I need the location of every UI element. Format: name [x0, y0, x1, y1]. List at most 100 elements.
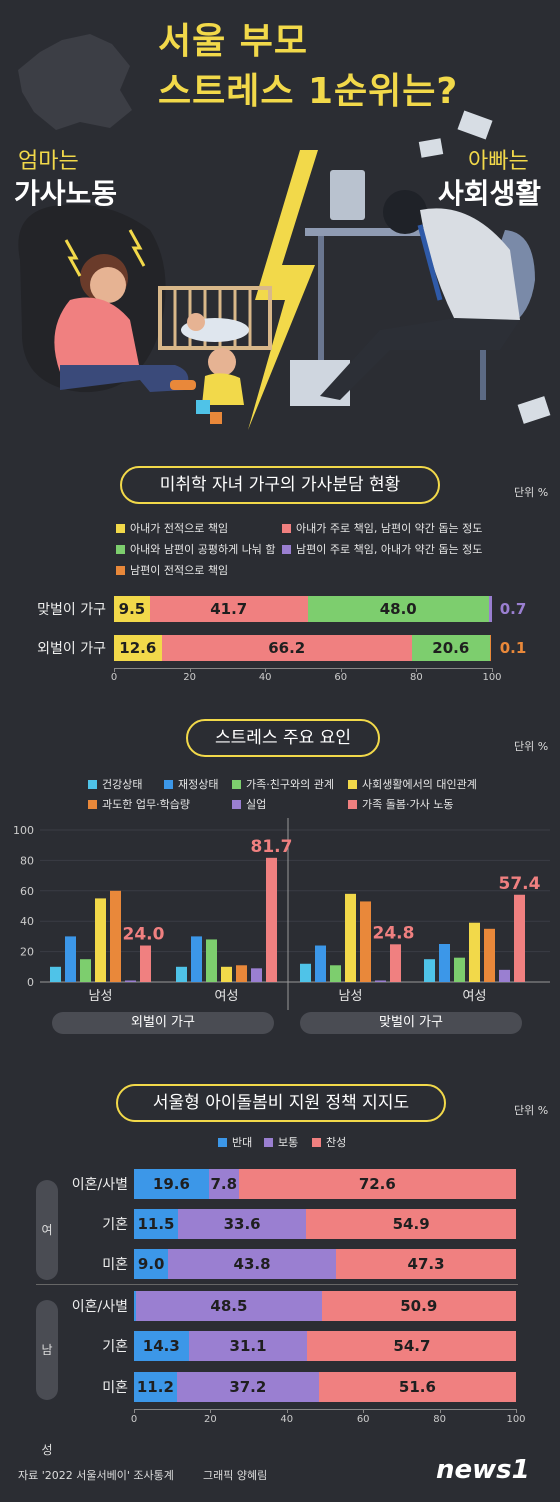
- legend-label: 과도한 업무·학습량: [102, 798, 190, 811]
- bar-segment: 50.9: [321, 1291, 516, 1321]
- x-tick-label: 100: [506, 1414, 526, 1425]
- stacked-bar: 11.5 33.6 54.9: [134, 1209, 516, 1239]
- dad-caption-big: 사회생활: [438, 177, 542, 210]
- legend-label: 실업: [246, 798, 267, 811]
- x-axis-line: [114, 668, 492, 669]
- legend-item: 아내와 남편이 공평하게 나눠 함: [116, 541, 276, 557]
- legend-swatch: [116, 524, 125, 533]
- stacked-bar: 11.2 37.2 51.6: [134, 1372, 516, 1402]
- x-tick-mark: [363, 1409, 365, 1413]
- sex-tag-male: 남성: [36, 1300, 58, 1457]
- x-tick-mark: [189, 668, 191, 672]
- x-category-label: 남성: [89, 989, 113, 1004]
- header-illustration: 서울 부모 스트레스 1순위는? 엄마는 가사노동 아빠는 사회생활: [0, 0, 560, 455]
- legend-item: 실업: [232, 796, 266, 812]
- row-label: 미혼: [102, 1257, 128, 1273]
- bar-segment: 20.6: [411, 635, 490, 661]
- bar-segment: 9.0: [134, 1249, 169, 1279]
- x-tick-label: 40: [280, 1414, 294, 1425]
- legend-label: 반대: [232, 1136, 253, 1149]
- y-tick-label: 80: [20, 854, 34, 867]
- y-tick-label: 40: [20, 915, 34, 928]
- stress-bar: [110, 890, 121, 982]
- legend-label: 아내가 주로 책임, 남편이 약간 돕는 정도: [296, 522, 483, 535]
- bar-outside-label: 0.7: [499, 600, 527, 618]
- legend-swatch: [348, 800, 357, 809]
- row-label: 외벌이 가구: [37, 641, 106, 657]
- stacked-bar: 19.6 7.8 72.6: [134, 1169, 516, 1199]
- stress-bar: [424, 959, 435, 982]
- legend-item: 보통: [264, 1134, 298, 1150]
- bar-segment: 48.0: [307, 596, 489, 622]
- x-tick-label: 80: [410, 672, 423, 683]
- stress-bar: [375, 980, 386, 982]
- legend-item: 재정상태: [164, 776, 218, 792]
- stress-bar: [345, 893, 356, 982]
- bar-segment: 11.2: [134, 1372, 177, 1402]
- legend-swatch: [88, 780, 97, 789]
- stress-bar: [236, 965, 247, 982]
- stress-bar: [484, 928, 495, 982]
- stress-bar: [206, 939, 217, 982]
- legend-swatch: [88, 800, 97, 809]
- stress-bar: [330, 965, 341, 982]
- stress-bar: [95, 898, 106, 982]
- legend-item: 가족 돌봄·가사 노동: [348, 796, 453, 812]
- legend-swatch: [264, 1138, 273, 1147]
- x-tick-mark: [286, 1409, 288, 1413]
- stress-bar: [176, 966, 187, 982]
- row-label: 미혼: [102, 1380, 128, 1396]
- bar-segment: [488, 596, 492, 622]
- x-tick-mark: [439, 1409, 441, 1413]
- stress-bar: [454, 957, 465, 982]
- stress-data-label: 57.4: [499, 874, 541, 894]
- stress-bar: [390, 944, 401, 982]
- legend-item: 사회생활에서의 대인관계: [348, 776, 477, 792]
- row-label: 맞벌이 가구: [37, 602, 106, 618]
- bar-segment: 12.6: [114, 635, 162, 661]
- x-tick-mark: [492, 668, 493, 672]
- stress-data-label: 24.0: [123, 925, 165, 945]
- x-tick-mark: [340, 668, 342, 672]
- x-tick-label: 60: [334, 672, 348, 683]
- stress-bar: [315, 945, 326, 982]
- stress-bar: [360, 901, 371, 982]
- stress-bar: [140, 945, 151, 982]
- x-tick-label: 60: [356, 1414, 370, 1425]
- news1-logo-text: news1: [436, 1455, 530, 1485]
- x-tick-mark: [134, 1409, 135, 1413]
- sex-tag-female: 여성: [36, 1180, 58, 1337]
- stacked-bar: 0.648.550.9: [134, 1291, 516, 1321]
- stress-bar-chart: 0 20 40 60 80 100 24.0 81.7 24.8 57.4 남성 여성 남성 여성: [13, 818, 550, 1010]
- page-title-line2: 스트레스 1순위는?: [158, 71, 459, 112]
- legend-swatch: [232, 780, 241, 789]
- x-category-label: 여성: [215, 989, 239, 1004]
- stress-bar: [499, 969, 510, 982]
- legend-item: 과도한 업무·학습량: [88, 796, 190, 812]
- stress-data-label: 81.7: [251, 837, 293, 857]
- bar-segment: 33.6: [177, 1209, 307, 1239]
- stress-bar: [191, 936, 202, 982]
- bar-segment: 51.6: [318, 1372, 516, 1402]
- sex-divider: [36, 1284, 518, 1285]
- dad-caption-small: 아빠는: [468, 149, 529, 174]
- group-label-dual-income: 맞벌이 가구: [300, 1012, 522, 1034]
- bar-segment: 54.9: [306, 1209, 516, 1239]
- stress-bar: [439, 944, 450, 982]
- group-label-single-income: 외벌이 가구: [52, 1012, 274, 1034]
- legend-label: 아내가 전적으로 책임: [130, 522, 229, 535]
- legend-swatch: [348, 780, 357, 789]
- legend-swatch: [218, 1138, 227, 1147]
- stress-bar: [266, 857, 277, 982]
- legend-label: 남편이 주로 책임, 아내가 약간 돕는 정도: [296, 543, 483, 556]
- illustration-art: [18, 34, 551, 430]
- bar-segment: 72.6: [238, 1169, 516, 1199]
- row-label: 기혼: [102, 1339, 128, 1355]
- bar-segment: 19.6: [134, 1169, 209, 1199]
- bar-segment: 14.3: [134, 1331, 189, 1361]
- y-tick-label: 20: [20, 946, 34, 959]
- mom-caption-small: 엄마는: [18, 149, 79, 174]
- y-tick-label: 100: [13, 824, 34, 837]
- stress-bar: [300, 963, 311, 982]
- section2-unit: 단위 %: [514, 740, 549, 753]
